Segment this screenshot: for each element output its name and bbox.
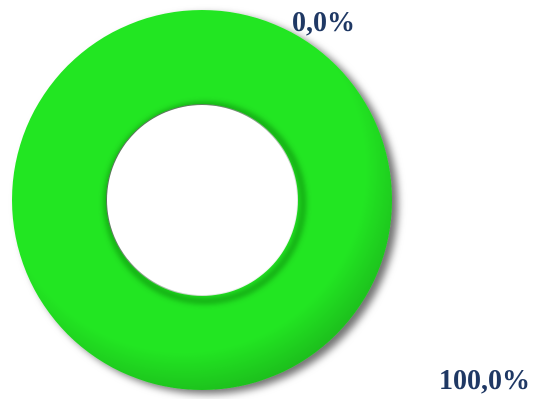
hole-shadow bbox=[104, 102, 306, 304]
ring-shading bbox=[12, 10, 392, 390]
data-label-slice-2: 100,0% bbox=[439, 365, 530, 396]
donut-hole bbox=[107, 105, 297, 295]
data-label-slice-1: 0,0% bbox=[292, 7, 355, 38]
